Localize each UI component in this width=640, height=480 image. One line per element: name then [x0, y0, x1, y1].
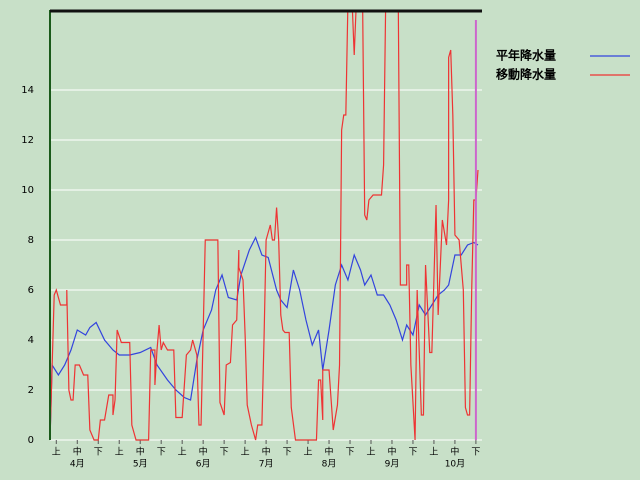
- month-label: 9月: [385, 459, 400, 470]
- y-tick-label: 2: [28, 385, 34, 396]
- month-label: 10月: [445, 459, 465, 470]
- x-tick-label: 下: [408, 448, 417, 458]
- x-tick-label: 下: [346, 448, 355, 458]
- x-tick-label: 下: [94, 448, 103, 458]
- x-tick-label: 中: [387, 446, 396, 458]
- x-tick-label: 中: [262, 446, 271, 458]
- plot-lines: [50, 10, 479, 441]
- x-tick-label: 上: [366, 447, 375, 458]
- month-label: 4月: [70, 459, 85, 470]
- data-line: [50, 10, 479, 441]
- x-tick-label: 上: [115, 447, 124, 458]
- x-tick-label: 上: [241, 447, 250, 458]
- x-tick-label: 上: [52, 447, 61, 458]
- y-tick-label: 4: [28, 335, 34, 346]
- y-tick-label: 8: [28, 235, 34, 246]
- legend-label: 平年降水量: [496, 48, 556, 63]
- x-tick-label: 下: [220, 448, 229, 458]
- x-tick-label: 上: [429, 447, 438, 458]
- month-label: 7月: [259, 459, 274, 470]
- x-tick-label: 上: [304, 447, 313, 458]
- x-tick-label: 上: [178, 447, 187, 458]
- x-tick-label: 中: [325, 446, 334, 458]
- x-tick-label: 中: [199, 446, 208, 458]
- x-tick-label: 下: [157, 448, 166, 458]
- y-tick-label: 12: [21, 135, 34, 146]
- y-tick-label: 10: [21, 185, 34, 196]
- labels: 0 2 4 6 8 10 12 14 上 中 下 上 中 下 上 中 下 上 中 下 上 中 下 上 中 下 上 中 下 4月 5月 6月 7月…: [21, 48, 630, 470]
- month-label: 8月: [322, 459, 337, 470]
- month-label: 5月: [133, 459, 148, 470]
- y-tick-label: 14: [21, 85, 34, 96]
- legend-label: 移動降水量: [496, 67, 556, 82]
- x-tick-label: 中: [73, 446, 82, 458]
- x-tick-label: 中: [136, 446, 145, 458]
- y-tick-label: 6: [28, 285, 34, 296]
- y-tick-label: 0: [28, 435, 34, 446]
- month-label: 6月: [196, 459, 211, 470]
- x-tick-label: 下: [471, 448, 480, 458]
- x-tick-label: 下: [283, 448, 292, 458]
- grid: [50, 89, 482, 444]
- x-tick-label: 中: [450, 446, 459, 458]
